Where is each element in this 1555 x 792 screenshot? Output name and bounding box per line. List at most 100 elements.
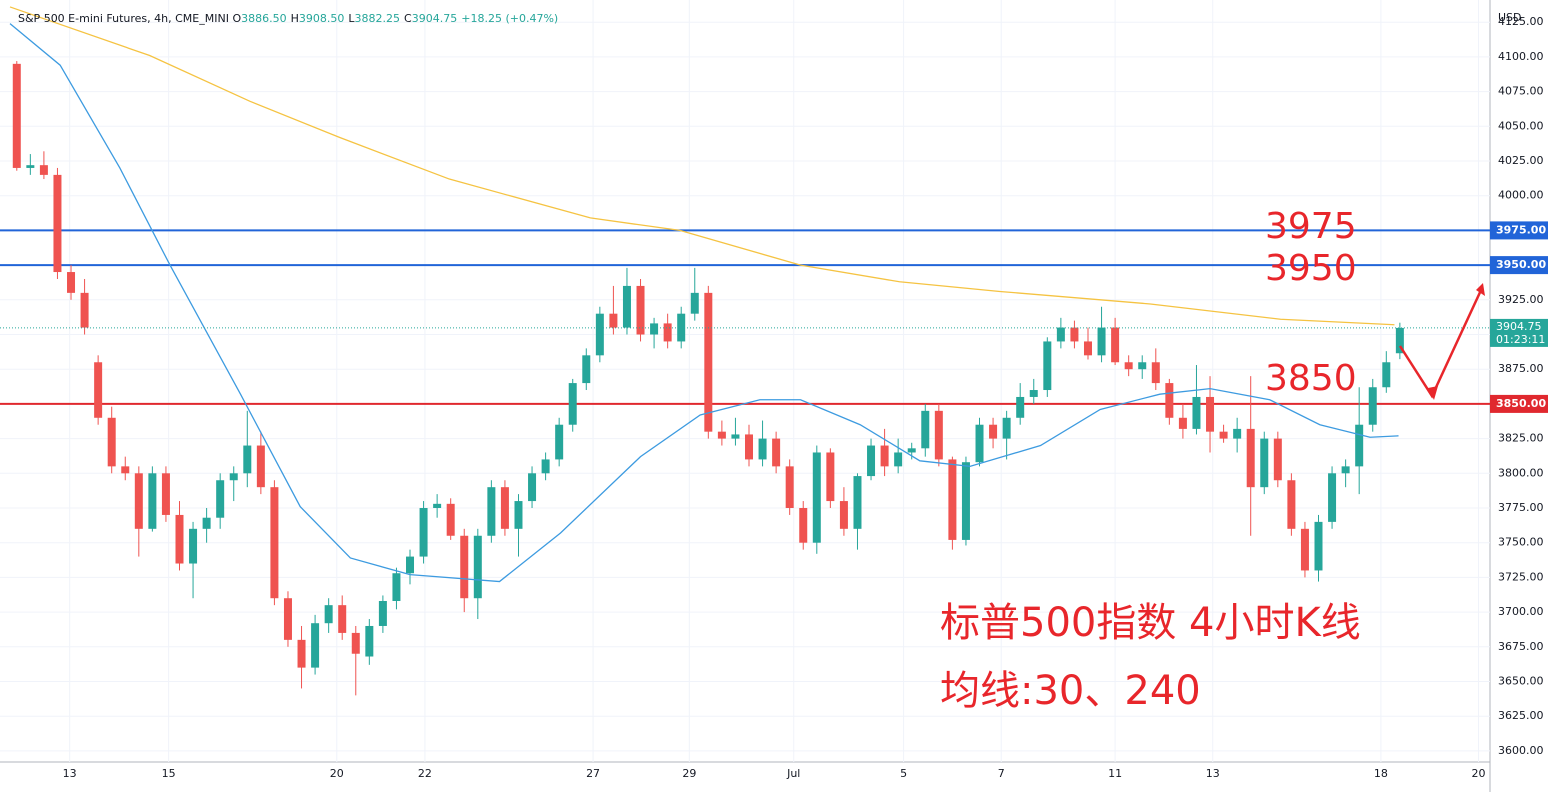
ohlc-value: 3886.50	[241, 12, 287, 25]
candle-body	[1178, 417, 1187, 429]
y-tick-label: 4100.00	[1498, 50, 1544, 63]
x-tick-label: 22	[418, 767, 432, 780]
candle-body	[338, 605, 347, 633]
candle-body	[1083, 341, 1092, 356]
candle-body	[731, 434, 740, 439]
ohlc-value: 3882.25	[354, 12, 401, 25]
candle-body	[514, 501, 523, 529]
candle-body	[1328, 473, 1337, 522]
candle-body	[609, 313, 618, 328]
candle-body	[1016, 396, 1025, 418]
x-tick-label: 7	[998, 767, 1005, 780]
ohlc: O3886.50 H3908.50 L3882.25 C3904.75	[232, 12, 461, 25]
candle-body	[894, 452, 903, 467]
annotation: 3850	[1265, 358, 1357, 399]
y-tick-label: 4050.00	[1498, 119, 1544, 132]
candle-body	[826, 452, 835, 502]
y-tick-label: 3750.00	[1498, 536, 1544, 549]
countdown: 01:23:11	[1496, 333, 1545, 346]
candle-body	[1260, 438, 1269, 488]
candle-body	[1138, 362, 1147, 370]
candle-body	[690, 292, 699, 314]
candle-body	[311, 623, 320, 668]
ohlc-value: 3904.75	[411, 12, 458, 25]
candle-body	[134, 473, 143, 529]
candle-body	[867, 445, 876, 477]
candle-body	[189, 528, 198, 564]
candle-body	[1300, 528, 1309, 571]
y-tick-label: 3875.00	[1498, 362, 1544, 375]
candle-body	[528, 473, 537, 502]
candle-body	[799, 508, 808, 543]
candle-body	[582, 355, 591, 384]
candle-body	[948, 459, 957, 540]
candle-body	[989, 424, 998, 439]
candle-body	[80, 292, 89, 328]
ohlc-label: L	[348, 12, 355, 25]
candle-body	[785, 466, 794, 508]
candle-body	[1151, 362, 1160, 384]
candle-body	[297, 639, 306, 668]
candle-body	[1273, 438, 1282, 481]
level-label: 3850.00	[1496, 397, 1546, 410]
candle-body	[473, 535, 482, 599]
candle-body	[1124, 362, 1133, 370]
plot	[0, 6, 1490, 696]
candle-body	[1043, 341, 1052, 391]
candle-body	[1192, 396, 1201, 429]
candle-body	[283, 598, 292, 640]
candle-body	[1206, 396, 1215, 432]
y-tick-label: 3650.00	[1498, 674, 1544, 687]
candle-body	[406, 556, 415, 574]
candle-body	[1219, 431, 1228, 439]
candle-body	[175, 514, 184, 564]
candle-body	[1341, 466, 1350, 474]
candle-body	[541, 459, 550, 474]
candle-body	[568, 383, 577, 425]
annotation: 3975	[1265, 206, 1357, 247]
ohlc-label: H	[290, 12, 299, 25]
candle-body	[460, 535, 469, 599]
candle-body	[243, 445, 252, 474]
x-tick-label: 13	[63, 767, 77, 780]
annotation: 3950	[1265, 248, 1357, 289]
candle-body	[934, 410, 943, 460]
candle-body	[500, 487, 509, 529]
y-tick-label: 3800.00	[1498, 466, 1544, 479]
candle-body	[650, 323, 659, 335]
caption: 标普500指数 4小时K线	[940, 600, 1361, 646]
x-tick-label: 13	[1206, 767, 1220, 780]
ohlc-label: C	[404, 12, 412, 25]
ma-line	[9, 6, 1395, 326]
candle-body	[256, 445, 265, 488]
ohlc-value: 3908.50	[298, 12, 345, 25]
level-tag	[1490, 394, 1548, 413]
candle-body	[839, 501, 848, 529]
y-tick-label: 3600.00	[1498, 744, 1544, 757]
candle-body	[1355, 424, 1364, 467]
candle-body	[1097, 327, 1106, 356]
candle-body	[758, 438, 767, 460]
x-tick-label: 5	[900, 767, 907, 780]
candle-body	[270, 487, 279, 599]
y-tick-label: 3775.00	[1498, 501, 1544, 514]
currency: USD	[1498, 11, 1522, 24]
level-tag	[1490, 221, 1548, 240]
candle-body	[1287, 480, 1296, 529]
y-tick-label: 3825.00	[1498, 432, 1544, 445]
candle-body	[1029, 390, 1038, 397]
candle-body	[595, 313, 604, 356]
candle-body	[1382, 362, 1391, 388]
symbol: S&P 500 E-mini Futures, 4h, CME_MINI	[18, 12, 229, 25]
x-tick-label: 15	[162, 767, 176, 780]
candle-body	[1070, 327, 1079, 342]
candle-body	[39, 165, 48, 175]
candle-body	[148, 473, 157, 529]
x-tick-label: 20	[1472, 767, 1486, 780]
candle-body	[1111, 327, 1120, 363]
candle-body	[812, 452, 821, 543]
last-price-tag	[1490, 318, 1548, 347]
candle-body	[216, 480, 225, 518]
y-tick-label: 4075.00	[1498, 85, 1544, 98]
